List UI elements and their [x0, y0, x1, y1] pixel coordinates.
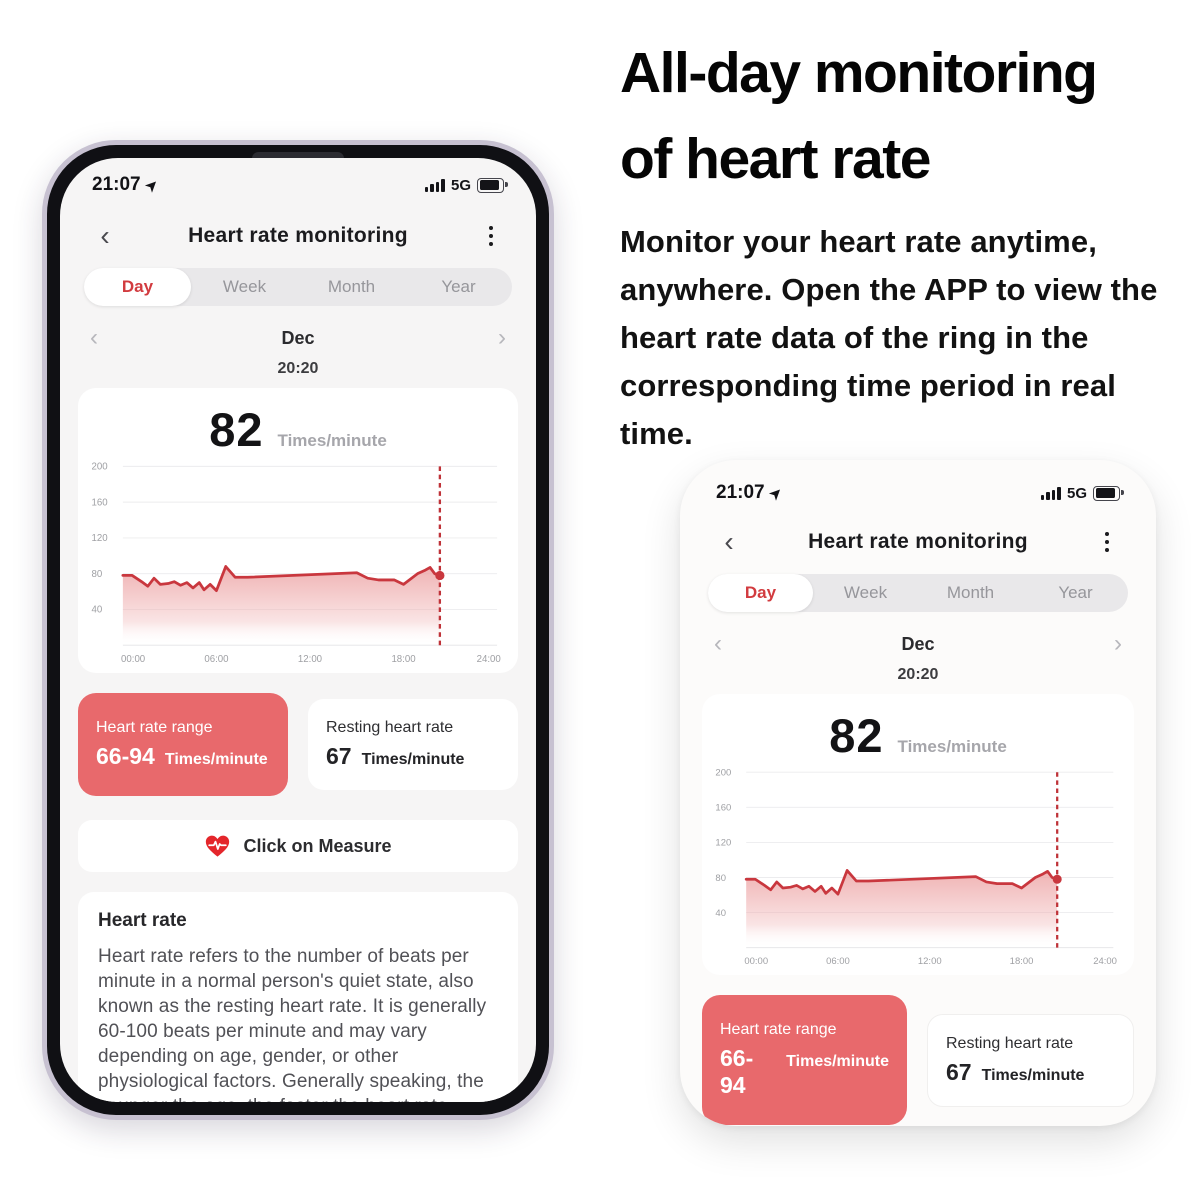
resting-value: 67 [326, 743, 352, 770]
reading-unit: Times/minute [897, 737, 1007, 756]
tab-day[interactable]: Day [84, 268, 191, 306]
heart-rate-chart-card: 82 Times/minute 200 160 120 80 40 00:00 06:00 1… [78, 388, 518, 674]
tab-month[interactable]: Month [946, 583, 995, 602]
svg-text:120: 120 [715, 838, 731, 849]
svg-text:120: 120 [92, 533, 108, 544]
phone-left-screen: 21:07 ➤ 5G ‹ Heart rate monitoring Day We… [60, 158, 536, 1102]
status-time: 21:07 ➤ [92, 174, 161, 195]
stats-row: Heart rate range 66-94 Times/minute Resti… [702, 995, 1134, 1126]
info-body: Heart rate refers to the number of beats… [98, 946, 487, 1102]
tab-year[interactable]: Year [1058, 583, 1093, 602]
app-title: Heart rate monitoring [808, 530, 1028, 553]
heart-rate-info-card: Heart rate Heart rate refers to the numb… [78, 892, 518, 1102]
date-label: Dec [281, 327, 315, 348]
tab-week[interactable]: Week [843, 583, 888, 602]
signal-icon [424, 179, 445, 192]
location-arrow-icon: ➤ [765, 482, 785, 503]
svg-text:80: 80 [92, 569, 103, 580]
range-value: 66-94 [96, 743, 155, 770]
network-label: 5G [450, 176, 471, 194]
svg-text:200: 200 [715, 767, 731, 778]
measure-button-label: Click on Measure [243, 835, 392, 856]
range-value: 66-94 [720, 1045, 754, 1099]
svg-text:18:00: 18:00 [391, 654, 415, 665]
status-time: 21:07 ➤ [716, 482, 785, 503]
svg-text:00:00: 00:00 [744, 956, 768, 967]
phone-left: 21:07 ➤ 5G ‹ Heart rate monitoring Day We… [42, 140, 554, 1120]
stats-row: Heart rate range 66-94 Times/minute Resti… [78, 693, 518, 797]
svg-text:06:00: 06:00 [826, 956, 850, 967]
prev-date-icon[interactable]: ‹ [90, 324, 98, 351]
page-title: All-day monitoring of heart rate [620, 41, 1098, 191]
marketing-body: Monitor your heart rate anytime, anywher… [620, 224, 1158, 451]
svg-text:40: 40 [715, 908, 726, 919]
selected-time-label: 20:20 [897, 666, 939, 683]
next-date-icon[interactable]: › [1114, 630, 1122, 657]
svg-text:00:00: 00:00 [121, 654, 145, 665]
app-header: ‹ Heart rate monitoring [702, 528, 1134, 556]
heart-rate-chart-card: 82 Times/minute 200 160 120 80 40 00:00 06:00 1… [702, 694, 1134, 976]
resting-heart-rate-card: Resting heart rate 67 Times/minute [308, 699, 518, 791]
signal-icon [1040, 487, 1061, 500]
more-menu-icon[interactable] [474, 226, 508, 246]
app-header: ‹ Heart rate monitoring [78, 222, 518, 250]
svg-text:18:00: 18:00 [1010, 956, 1034, 967]
tab-week[interactable]: Week [222, 277, 267, 296]
heart-rate-chart[interactable]: 200 160 120 80 40 00:00 06:00 12:00 18:00 24:00 [710, 765, 1126, 971]
svg-text:06:00: 06:00 [204, 654, 228, 665]
resting-heart-rate-card: Resting heart rate 67 Times/minute [927, 1013, 1134, 1107]
svg-text:12:00: 12:00 [918, 956, 942, 967]
network-label: 5G [1066, 484, 1087, 502]
measure-button[interactable]: Click on Measure [78, 820, 518, 873]
svg-text:160: 160 [715, 803, 731, 814]
status-bar: 21:07 ➤ 5G [702, 482, 1134, 504]
svg-text:40: 40 [92, 605, 103, 616]
prev-date-icon[interactable]: ‹ [714, 630, 722, 657]
battery-icon [1093, 485, 1124, 501]
reading-unit: Times/minute [277, 431, 387, 450]
tab-month[interactable]: Month [327, 277, 376, 296]
selected-time-label: 20:20 [277, 360, 319, 377]
app-title: Heart rate monitoring [188, 224, 408, 247]
svg-text:24:00: 24:00 [477, 654, 501, 665]
heart-rate-range-card: Heart rate range 66-94 Times/minute [78, 693, 288, 797]
more-menu-icon[interactable] [1090, 532, 1124, 552]
svg-text:12:00: 12:00 [298, 654, 322, 665]
period-tabs: Day Week Month Year [708, 574, 1128, 612]
back-icon[interactable]: ‹ [100, 220, 110, 251]
date-label: Dec [901, 633, 935, 654]
reading-value: 82 [209, 403, 264, 456]
svg-text:24:00: 24:00 [1093, 956, 1117, 967]
current-reading: 82 Times/minute [710, 708, 1126, 763]
heart-rate-range-card: Heart rate range 66-94 Times/minute [702, 995, 907, 1126]
reading-value: 82 [829, 709, 884, 762]
back-icon[interactable]: ‹ [724, 526, 734, 557]
svg-text:200: 200 [92, 462, 108, 473]
location-arrow-icon: ➤ [141, 174, 161, 195]
phone-right: 21:07 ➤ 5G ‹ Heart rate monitoring Day We… [680, 460, 1156, 1126]
marketing-section: All-day monitoring of heart rate Monitor … [620, 30, 1186, 458]
status-bar: 21:07 ➤ 5G [78, 174, 518, 196]
period-tabs: Day Week Month Year [84, 268, 512, 306]
resting-value: 67 [946, 1058, 972, 1085]
svg-text:160: 160 [92, 497, 108, 508]
current-reading: 82 Times/minute [86, 402, 510, 457]
svg-text:80: 80 [715, 873, 726, 884]
battery-icon [477, 177, 508, 193]
date-navigator: ‹ Dec › [708, 632, 1128, 656]
date-navigator: ‹ Dec › [84, 326, 512, 350]
heart-rate-chart[interactable]: 200 160 120 80 40 00:00 06:00 12:00 18:00 24:00 [86, 459, 510, 669]
info-heading: Heart rate [98, 910, 187, 932]
next-date-icon[interactable]: › [498, 324, 506, 351]
heart-pulse-icon [206, 835, 230, 857]
tab-day[interactable]: Day [708, 574, 813, 612]
tab-year[interactable]: Year [441, 277, 476, 296]
